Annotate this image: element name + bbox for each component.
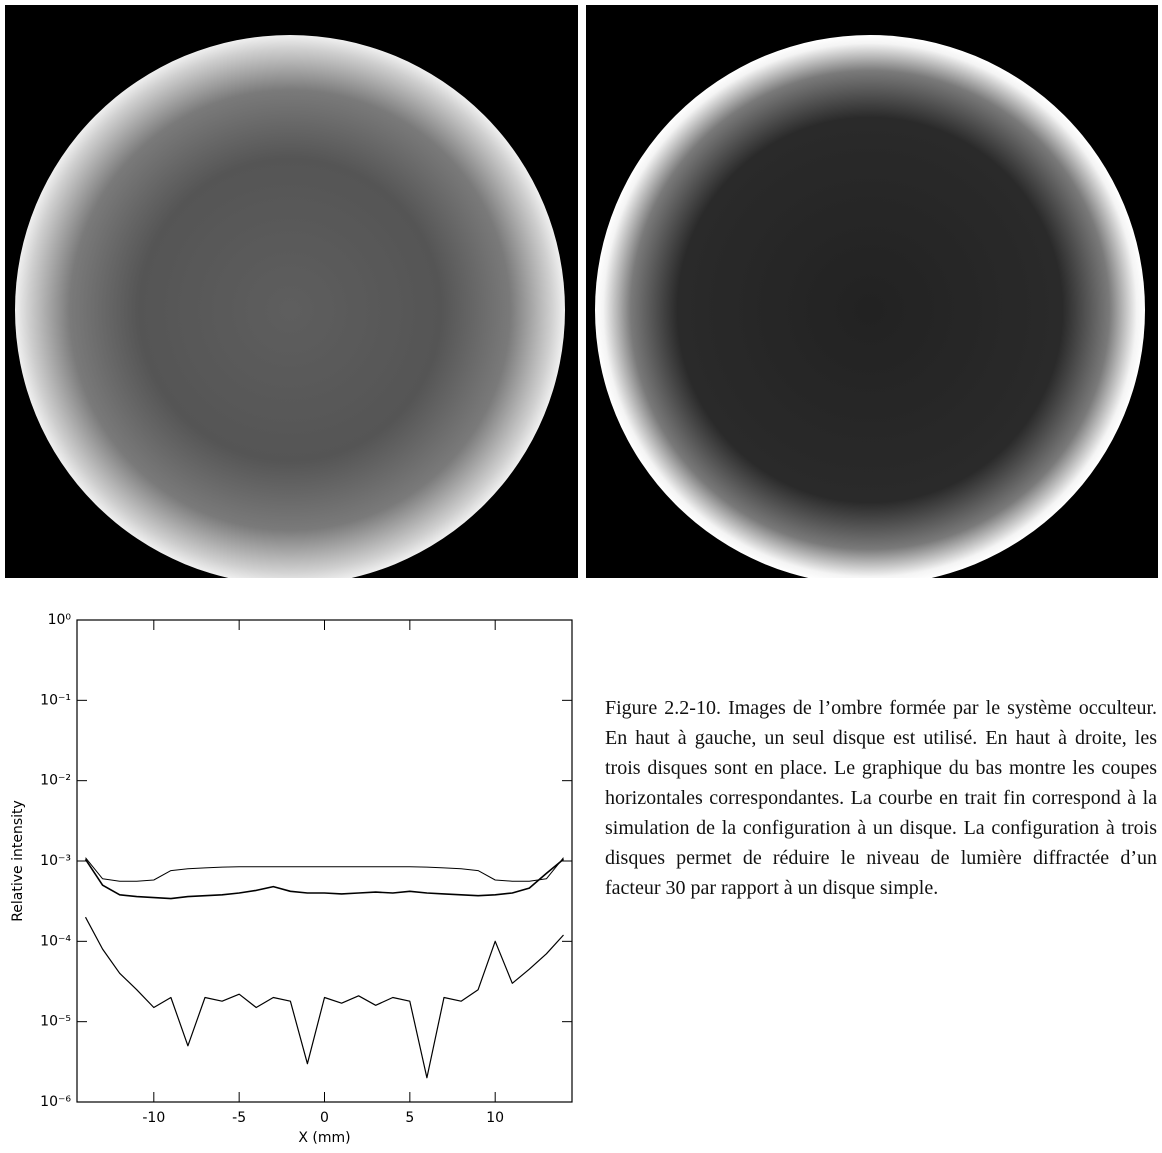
series-line	[84, 916, 564, 1079]
x-tick-label: -10	[142, 1110, 165, 1126]
y-tick-label: 10⁻³	[40, 853, 71, 869]
x-tick-label: 5	[405, 1110, 414, 1126]
y-tick-label: 10⁻⁵	[40, 1014, 71, 1030]
caption: Figure 2.2-10. Images de l’ombre formée …	[605, 697, 1157, 899]
image-single-disk	[5, 5, 578, 578]
y-tick-label: 10⁰	[48, 612, 72, 628]
y-tick-label: 10⁻⁶	[40, 1094, 71, 1110]
plot: 10⁻⁶ 10⁻⁵ 10⁻⁴ 10⁻³ 10⁻² 10⁻¹ 10⁰ -10 -5 0 5 10 X (m…	[10, 612, 573, 1146]
series-line	[85, 857, 564, 882]
series-line	[84, 858, 565, 900]
y-tick-label: 10⁻⁴	[40, 933, 71, 949]
plot-frame	[76, 619, 573, 1103]
y-tick-label: 10⁻²	[40, 773, 71, 789]
y-axis-label: Relative intensity	[10, 800, 26, 922]
x-tick-label: 10	[486, 1110, 504, 1126]
x-tick-label: -5	[232, 1110, 246, 1126]
x-axis-label: X (mm)	[298, 1130, 350, 1146]
image-three-disks	[586, 5, 1158, 578]
x-tick-label: 0	[320, 1110, 329, 1126]
y-tick-label: 10⁻¹	[40, 692, 71, 708]
